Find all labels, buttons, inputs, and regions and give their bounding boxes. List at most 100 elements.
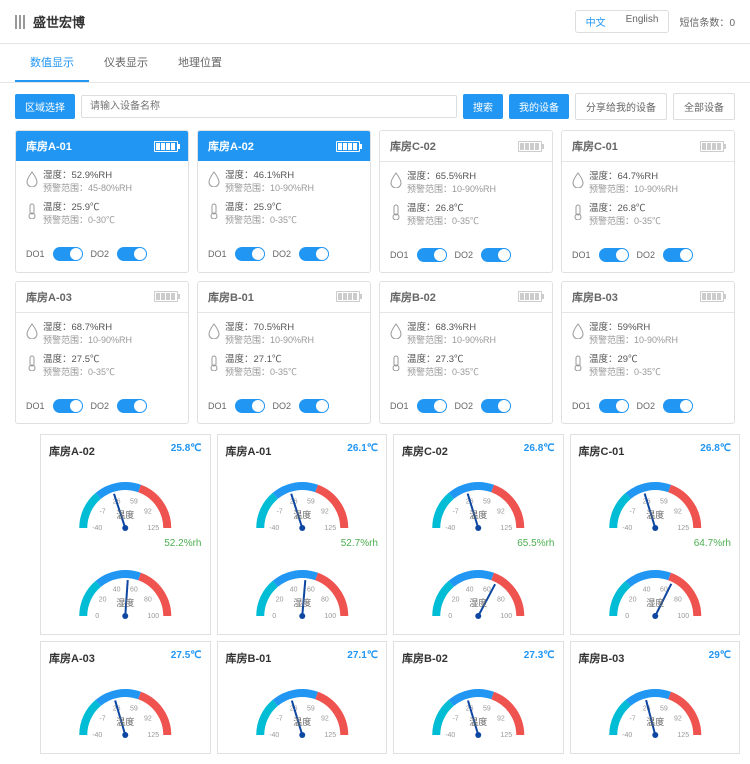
do1-toggle[interactable] — [417, 248, 447, 262]
device-card: 库房B-01 湿度：70.5%RH 预警范围：10-90%RH 温度：27.1℃… — [197, 281, 371, 424]
tab-地理位置[interactable]: 地理位置 — [163, 44, 237, 82]
do1-toggle[interactable] — [599, 248, 629, 262]
device-card-body: 湿度：59%RH 预警范围：10-90%RH 温度：29℃ 预警范围：0-35℃ — [562, 313, 734, 393]
svg-text:20: 20 — [628, 596, 636, 603]
device-card-header[interactable]: 库房B-01 — [198, 282, 370, 313]
svg-text:温度: 温度 — [293, 509, 311, 520]
do1-toggle[interactable] — [235, 247, 265, 261]
thermometer-icon — [208, 203, 220, 217]
do1-toggle[interactable] — [53, 247, 83, 261]
humidity-reading: 湿度：68.3%RH 预警范围：10-90%RH — [390, 321, 542, 347]
do2-label: DO2 — [91, 401, 110, 411]
do2-toggle[interactable] — [299, 399, 329, 413]
svg-text:92: 92 — [144, 715, 152, 722]
lang-en-button[interactable]: English — [616, 11, 669, 32]
svg-text:-40: -40 — [269, 525, 279, 532]
svg-text:59: 59 — [307, 705, 315, 712]
svg-text:0: 0 — [448, 613, 452, 620]
device-name: 库房C-02 — [390, 138, 436, 154]
do1-label: DO1 — [572, 401, 591, 411]
device-card-header[interactable]: 库房C-01 — [562, 131, 734, 162]
device-card-footer: DO1 DO2 — [380, 393, 552, 423]
do2-toggle[interactable] — [299, 247, 329, 261]
gauge-humidity-value: 52.7%rh — [226, 538, 379, 549]
device-name: 库房B-03 — [572, 289, 618, 305]
gauge-card-header: 库房C-02 26.8℃ — [402, 443, 555, 459]
all-devices-button[interactable]: 全部设备 — [673, 93, 735, 120]
tab-数值显示[interactable]: 数值显示 — [15, 44, 89, 82]
tab-仪表显示[interactable]: 仪表显示 — [89, 44, 163, 82]
lang-cn-button[interactable]: 中文 — [576, 11, 616, 32]
thermometer-icon — [390, 355, 402, 369]
do2-label: DO2 — [455, 401, 474, 411]
device-card: 库房B-02 湿度：68.3%RH 预警范围：10-90%RH 温度：27.3℃… — [379, 281, 553, 424]
menu-icon[interactable] — [15, 15, 25, 29]
svg-text:0: 0 — [625, 613, 629, 620]
svg-text:0: 0 — [272, 613, 276, 620]
device-card: 库房A-03 湿度：68.7%RH 预警范围：10-90%RH 温度：27.5℃… — [15, 281, 189, 424]
device-card: 库房A-02 湿度：46.1%RH 预警范围：10-90%RH 温度：25.9℃… — [197, 130, 371, 273]
do2-toggle[interactable] — [663, 248, 693, 262]
svg-text:125: 125 — [677, 732, 689, 739]
gauge-humidity-value: 52.2%rh — [49, 538, 202, 549]
gauge-humidity-value: 64.7%rh — [579, 538, 732, 549]
do2-label: DO2 — [455, 250, 474, 260]
device-card-footer: DO1 DO2 — [380, 242, 552, 272]
do2-toggle[interactable] — [117, 247, 147, 261]
region-select-button[interactable]: 区域选择 — [15, 94, 75, 119]
svg-text:92: 92 — [144, 508, 152, 515]
gauge-card: 库房C-02 26.8℃ -40-7265992125温度 65.5%rh 02… — [393, 434, 564, 635]
thermometer-icon — [572, 204, 584, 218]
device-card-header[interactable]: 库房B-03 — [562, 282, 734, 313]
gauge-name: 库房B-03 — [579, 650, 625, 666]
gauge-temp-value: 27.5℃ — [171, 650, 202, 666]
svg-text:92: 92 — [497, 508, 505, 515]
gauge-temp-value: 27.3℃ — [524, 650, 555, 666]
svg-text:湿度: 湿度 — [646, 597, 664, 608]
do1-toggle[interactable] — [599, 399, 629, 413]
my-devices-button[interactable]: 我的设备 — [509, 94, 569, 119]
thermometer-icon — [390, 204, 402, 218]
svg-text:40: 40 — [466, 586, 474, 593]
device-card-header[interactable]: 库房A-01 — [16, 131, 188, 161]
temperature-gauge: -40-7265992125温度 — [579, 670, 732, 745]
search-input[interactable] — [81, 95, 457, 118]
device-card-footer: DO1 DO2 — [16, 393, 188, 423]
battery-icon — [700, 291, 724, 302]
shared-devices-button[interactable]: 分享给我的设备 — [575, 93, 667, 120]
device-name: 库房A-03 — [26, 289, 72, 305]
device-grid: 库房A-01 湿度：52.9%RH 预警范围：45-80%RH 温度：25.9℃… — [0, 130, 750, 424]
do1-toggle[interactable] — [417, 399, 447, 413]
gauge-card: 库房C-01 26.8℃ -40-7265992125温度 64.7%rh 02… — [570, 434, 741, 635]
gauge-card-header: 库房A-02 25.8℃ — [49, 443, 202, 459]
thermometer-icon — [26, 203, 38, 217]
svg-text:92: 92 — [321, 508, 329, 515]
svg-text:125: 125 — [500, 525, 512, 532]
gauge-temp-value: 26.1℃ — [347, 443, 378, 459]
device-card-body: 湿度：46.1%RH 预警范围：10-90%RH 温度：25.9℃ 预警范围：0… — [198, 161, 370, 241]
svg-text:温度: 温度 — [293, 716, 311, 727]
gauge-card-header: 库房B-02 27.3℃ — [402, 650, 555, 666]
device-card: 库房C-01 湿度：64.7%RH 预警范围：10-90%RH 温度：26.8℃… — [561, 130, 735, 273]
device-card-header[interactable]: 库房A-02 — [198, 131, 370, 161]
search-button[interactable]: 搜索 — [463, 94, 503, 119]
svg-text:温度: 温度 — [469, 716, 487, 727]
do1-toggle[interactable] — [235, 399, 265, 413]
do2-toggle[interactable] — [481, 399, 511, 413]
do1-label: DO1 — [26, 249, 45, 259]
thermometer-icon — [26, 355, 38, 369]
do2-toggle[interactable] — [481, 248, 511, 262]
humidity-gauge: 020406080100湿度 — [49, 551, 202, 626]
device-name: 库房B-02 — [390, 289, 436, 305]
gauge-card-header: 库房A-03 27.5℃ — [49, 650, 202, 666]
do2-toggle[interactable] — [117, 399, 147, 413]
temperature-reading: 温度：27.3℃ 预警范围：0-35℃ — [390, 353, 542, 379]
thermometer-icon — [572, 355, 584, 369]
device-card-header[interactable]: 库房C-02 — [380, 131, 552, 162]
device-card-header[interactable]: 库房A-03 — [16, 282, 188, 313]
do1-toggle[interactable] — [53, 399, 83, 413]
device-card-header[interactable]: 库房B-02 — [380, 282, 552, 313]
device-card-body: 湿度：68.7%RH 预警范围：10-90%RH 温度：27.5℃ 预警范围：0… — [16, 313, 188, 393]
do2-toggle[interactable] — [663, 399, 693, 413]
temperature-gauge: -40-7265992125温度 — [49, 463, 202, 538]
